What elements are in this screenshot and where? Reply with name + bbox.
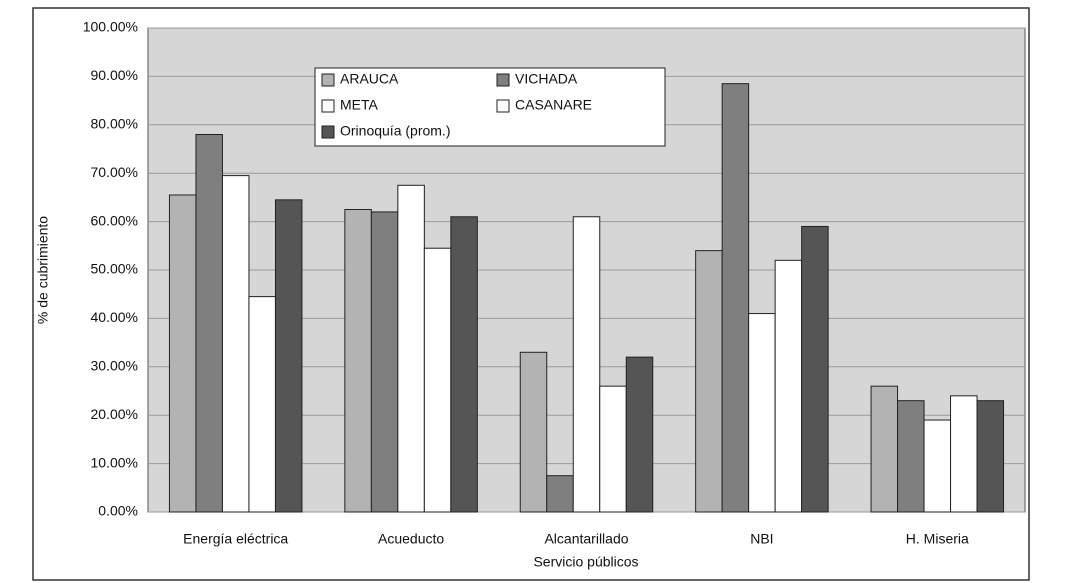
- x-axis-title: Servicio públicos: [533, 554, 638, 570]
- bar: [801, 225, 829, 513]
- y-tick-label: 0.00%: [98, 503, 138, 519]
- bar: [546, 475, 574, 513]
- legend-label: ARAUCA: [340, 71, 399, 87]
- x-tick-label: Energía eléctrica: [183, 531, 288, 547]
- y-axis-title: % de cubrimiento: [35, 216, 51, 324]
- bar: [897, 400, 925, 513]
- legend-swatch: [496, 99, 510, 113]
- y-tick-label: 80.00%: [91, 116, 138, 132]
- legend-label: META: [340, 97, 379, 113]
- bar: [519, 351, 548, 513]
- bar: [625, 356, 654, 513]
- bar: [695, 250, 723, 513]
- y-tick-label: 100.00%: [83, 19, 138, 35]
- bar: [572, 216, 601, 513]
- bar: [748, 313, 776, 513]
- legend-box: [314, 67, 666, 147]
- x-tick-label: NBI: [750, 531, 773, 547]
- bar: [248, 296, 276, 513]
- bar: [221, 175, 250, 513]
- legend-swatch: [321, 73, 335, 87]
- bar: [976, 400, 1005, 513]
- y-tick-label: 70.00%: [91, 164, 138, 180]
- y-tick-label: 60.00%: [91, 212, 138, 228]
- bar: [195, 133, 223, 513]
- bar: [599, 385, 627, 513]
- bar: [423, 247, 452, 513]
- bar: [397, 184, 425, 513]
- legend-swatch: [321, 125, 335, 139]
- bar: [344, 209, 372, 513]
- bar: [370, 211, 399, 513]
- legend-swatch: [496, 73, 510, 87]
- y-tick-label: 30.00%: [91, 358, 138, 374]
- legend-swatch: [321, 99, 335, 113]
- legend-label: CASANARE: [515, 97, 592, 113]
- bar: [168, 194, 197, 513]
- bar: [450, 216, 478, 513]
- y-tick-label: 20.00%: [91, 406, 138, 422]
- y-tick-label: 50.00%: [91, 261, 138, 277]
- y-tick-label: 10.00%: [91, 454, 138, 470]
- bar: [774, 259, 803, 513]
- x-tick-label: Alcantarillado: [544, 531, 628, 547]
- bar: [721, 83, 750, 513]
- y-tick-label: 90.00%: [91, 67, 138, 83]
- legend-label: VICHADA: [515, 71, 578, 87]
- legend-label: Orinoquía (prom.): [340, 123, 450, 139]
- y-tick-label: 40.00%: [91, 309, 138, 325]
- bar: [870, 385, 899, 513]
- bar: [950, 395, 978, 513]
- bar: [274, 199, 303, 513]
- bar: [923, 419, 952, 513]
- x-tick-label: H. Miseria: [906, 531, 969, 547]
- x-tick-label: Acueducto: [378, 531, 444, 547]
